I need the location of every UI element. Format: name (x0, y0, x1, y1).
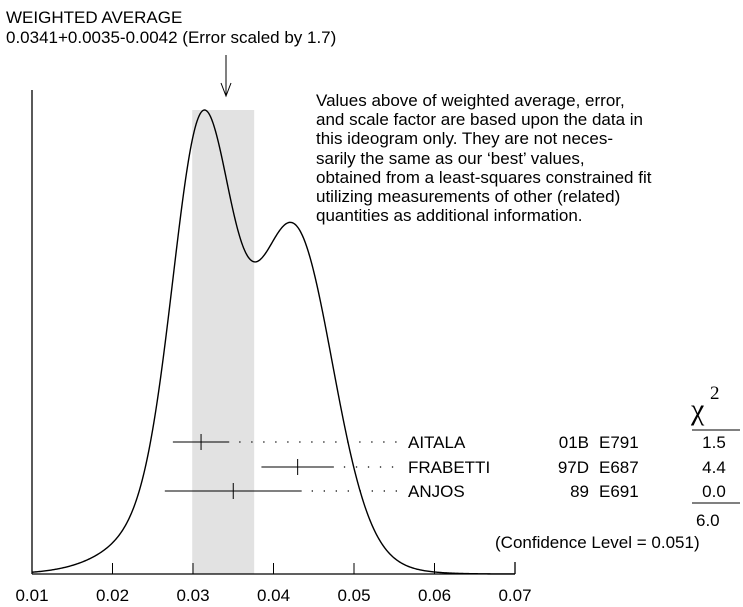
weighted-average-band (192, 110, 255, 574)
explanatory-note: Values above of weighted average, error,… (316, 91, 736, 225)
x-tick-label: 0.05 (337, 586, 370, 605)
x-tick-label: 0.07 (498, 586, 531, 605)
chi2-total: 6.0 (696, 511, 720, 530)
note-line: and scale factor are based upon the data… (316, 110, 644, 130)
arrow-head (220, 82, 232, 98)
measurement-year: 89 (570, 482, 589, 501)
note-line: obtained from a least-squares constraine… (316, 167, 652, 187)
note-line: sarily the same as our ‘best’ values, (316, 148, 585, 168)
measurement-chi2: 4.4 (702, 458, 726, 477)
note-line: Values above of weighted average, error, (316, 91, 625, 110)
x-tick-label: 0.06 (418, 586, 451, 605)
chi2-header-symbol: χ (691, 393, 705, 426)
x-tick-label: 0.03 (176, 586, 209, 605)
x-tick-label: 0.01 (15, 586, 48, 605)
measurement-author: AITALA (408, 433, 466, 452)
measurement-chi2: 0.0 (702, 482, 726, 501)
note-line: quantities as additional information. (316, 206, 583, 226)
note-line: utilizing measurements of other (related… (316, 187, 621, 207)
weighted-average-value: 0.0341+0.0035-0.0042 (Error scaled by 1.… (6, 28, 337, 47)
measurement-year: 97D (558, 458, 589, 477)
confidence-level: (Confidence Level = 0.051) (495, 533, 700, 552)
weighted-average-title: WEIGHTED AVERAGE (6, 8, 183, 27)
measurement-author: ANJOS (408, 482, 465, 501)
measurement-experiment: E687 (599, 458, 639, 477)
measurement-experiment: E691 (599, 482, 639, 501)
x-tick-label: 0.02 (96, 586, 129, 605)
chi2-header-exponent: 2 (710, 383, 720, 404)
measurement-author: FRABETTI (408, 458, 490, 477)
x-tick-label: 0.04 (257, 586, 290, 605)
measurement-year: 01B (559, 433, 589, 452)
measurement-chi2: 1.5 (702, 433, 726, 452)
measurement-experiment: E791 (599, 433, 639, 452)
note-line: this ideogram only. They are not neces- (316, 129, 614, 149)
ideogram-curve (31, 109, 515, 575)
